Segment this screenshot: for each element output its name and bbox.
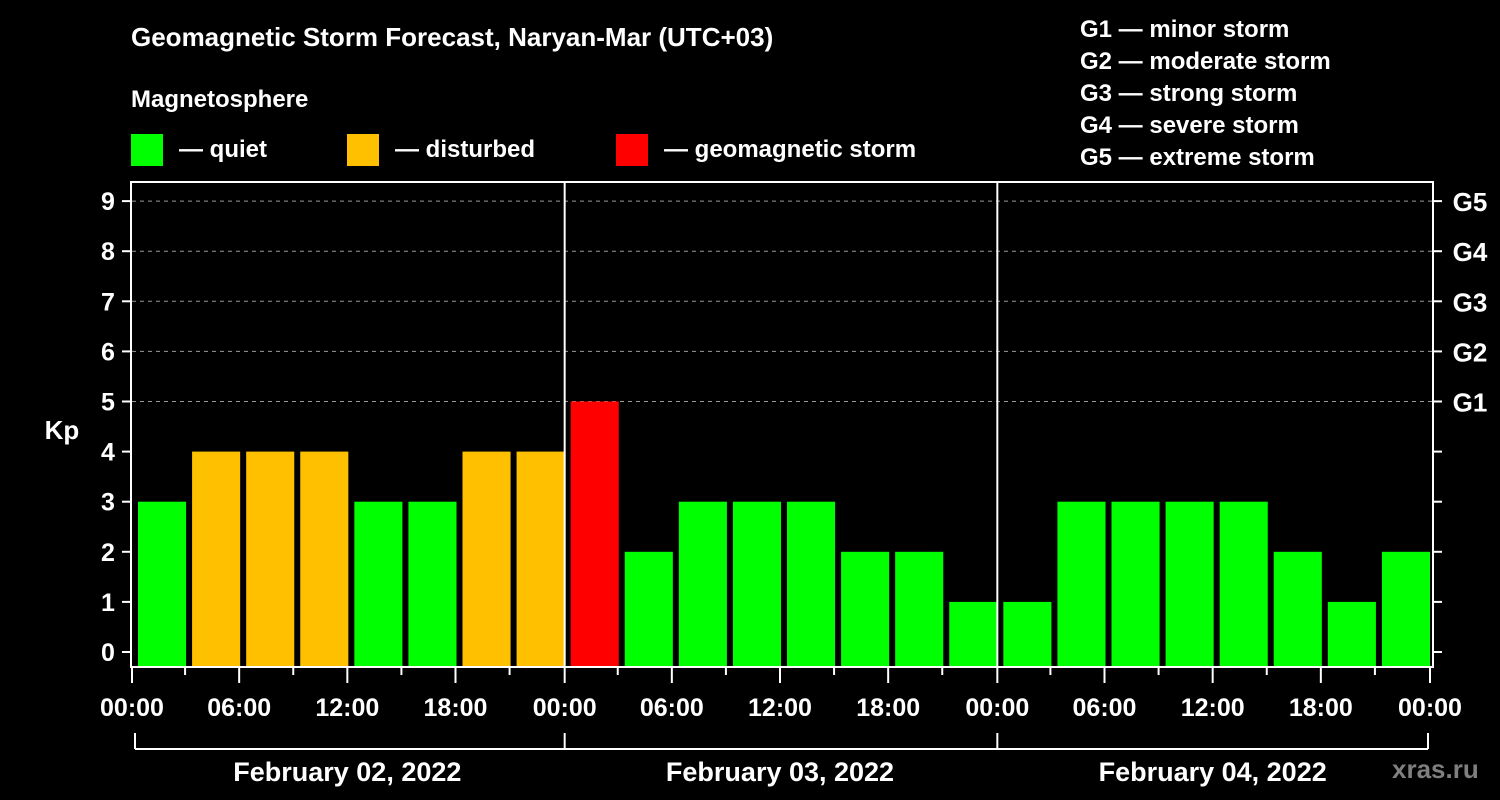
chart-subtitle: Magnetosphere [131, 86, 309, 113]
g-scale-g1: G1 — minor storm [1080, 16, 1290, 43]
g-tick-label: G2 [1453, 337, 1488, 367]
kp-bar [624, 551, 673, 666]
g-tick-label: G3 [1453, 287, 1488, 317]
y-axis-label: Kp [45, 415, 80, 445]
kp-bar [570, 401, 619, 666]
g-tick-label: G1 [1453, 388, 1488, 418]
x-tick-label: 12:00 [315, 694, 379, 722]
legend-swatch-quiet [131, 134, 163, 166]
g-axis-ticks: G1 G2 G3 G4 G5 [1432, 187, 1488, 653]
x-tick-label: 18:00 [856, 694, 920, 722]
axes [130, 181, 1434, 668]
y-tick-label: 1 [101, 589, 115, 617]
kp-bar [138, 501, 187, 666]
bars [138, 401, 1430, 666]
kp-bar [1381, 551, 1430, 666]
g-scale-g4: G4 — severe storm [1080, 112, 1299, 139]
x-tick-label: 06:00 [1073, 694, 1137, 722]
legend-disturbed: — disturbed [347, 134, 535, 166]
y-axis-ticks: 0 1 2 3 4 5 6 7 8 9 [101, 188, 132, 667]
kp-bar [949, 601, 998, 666]
kp-bar [462, 451, 511, 666]
kp-bar [246, 451, 295, 666]
kp-bar [408, 501, 457, 666]
legend-label-storm: — geomagnetic storm [664, 136, 917, 163]
day-label: February 03, 2022 [666, 757, 894, 787]
g-tick-label: G4 [1453, 237, 1488, 267]
kp-bar [1219, 501, 1268, 666]
y-tick-label: 5 [101, 389, 115, 417]
kp-bar [516, 451, 565, 666]
g-scale-g2: G2 — moderate storm [1080, 48, 1331, 75]
kp-bar [300, 451, 349, 666]
kp-bar [841, 551, 890, 666]
y-tick-label: 7 [101, 288, 115, 316]
legend-label-disturbed: — disturbed [395, 136, 536, 163]
y-tick-label: 9 [101, 188, 115, 216]
legend-swatch-disturbed [347, 134, 379, 166]
g-scale-g5: G5 — extreme storm [1080, 144, 1315, 171]
y-tick-label: 0 [101, 639, 115, 667]
y-tick-label: 8 [101, 238, 115, 266]
kp-bar [1273, 551, 1322, 666]
day-label: February 02, 2022 [233, 757, 461, 787]
x-tick-label: 00:00 [100, 694, 164, 722]
legend-label-quiet: — quiet [179, 136, 267, 163]
kp-bar [192, 451, 241, 666]
g-tick-label: G5 [1453, 187, 1488, 217]
x-tick-label: 12:00 [748, 694, 812, 722]
chart-title: Geomagnetic Storm Forecast, Naryan-Mar (… [131, 22, 774, 52]
y-tick-label: 4 [101, 439, 115, 467]
legend-quiet: — quiet [131, 134, 267, 166]
y-tick-label: 2 [101, 539, 115, 567]
kp-bar [354, 501, 403, 666]
x-tick-label: 18:00 [1289, 694, 1353, 722]
x-tick-label: 06:00 [640, 694, 704, 722]
kp-bar [787, 501, 836, 666]
x-axis-ticks: 00:00 06:00 12:00 18:00 00:00 06:00 12:00 18:00… [100, 667, 1462, 722]
x-tick-label: 00:00 [533, 694, 597, 722]
y-tick-label: 3 [101, 489, 115, 517]
kp-bar [678, 501, 727, 666]
g-scale-g3: G3 — strong storm [1080, 80, 1298, 107]
grid-lines [132, 200, 1432, 402]
y-tick-label: 6 [101, 338, 115, 366]
kp-bar [1165, 501, 1214, 666]
kp-bar [1111, 501, 1160, 666]
kp-bar [1327, 601, 1376, 666]
kp-bar [1057, 501, 1106, 666]
legend-storm: — geomagnetic storm [616, 134, 916, 166]
x-tick-label: 12:00 [1181, 694, 1245, 722]
day-brackets: February 02, 2022 February 03, 2022 Februa… [134, 733, 1429, 787]
day-label: February 04, 2022 [1099, 757, 1327, 787]
kp-bar [732, 501, 781, 666]
g-scale-legend: G1 — minor storm G2 — moderate storm G3 … [1080, 14, 1331, 174]
plot-frame [130, 181, 1434, 668]
x-tick-label: 18:00 [424, 694, 488, 722]
kp-bar [895, 551, 944, 666]
x-tick-label: 06:00 [207, 694, 271, 722]
watermark: xras.ru [1392, 754, 1479, 784]
x-tick-label: 00:00 [965, 694, 1029, 722]
x-tick-label: 00:00 [1398, 694, 1462, 722]
legend-swatch-storm [616, 134, 648, 166]
kp-bar [1003, 601, 1052, 666]
